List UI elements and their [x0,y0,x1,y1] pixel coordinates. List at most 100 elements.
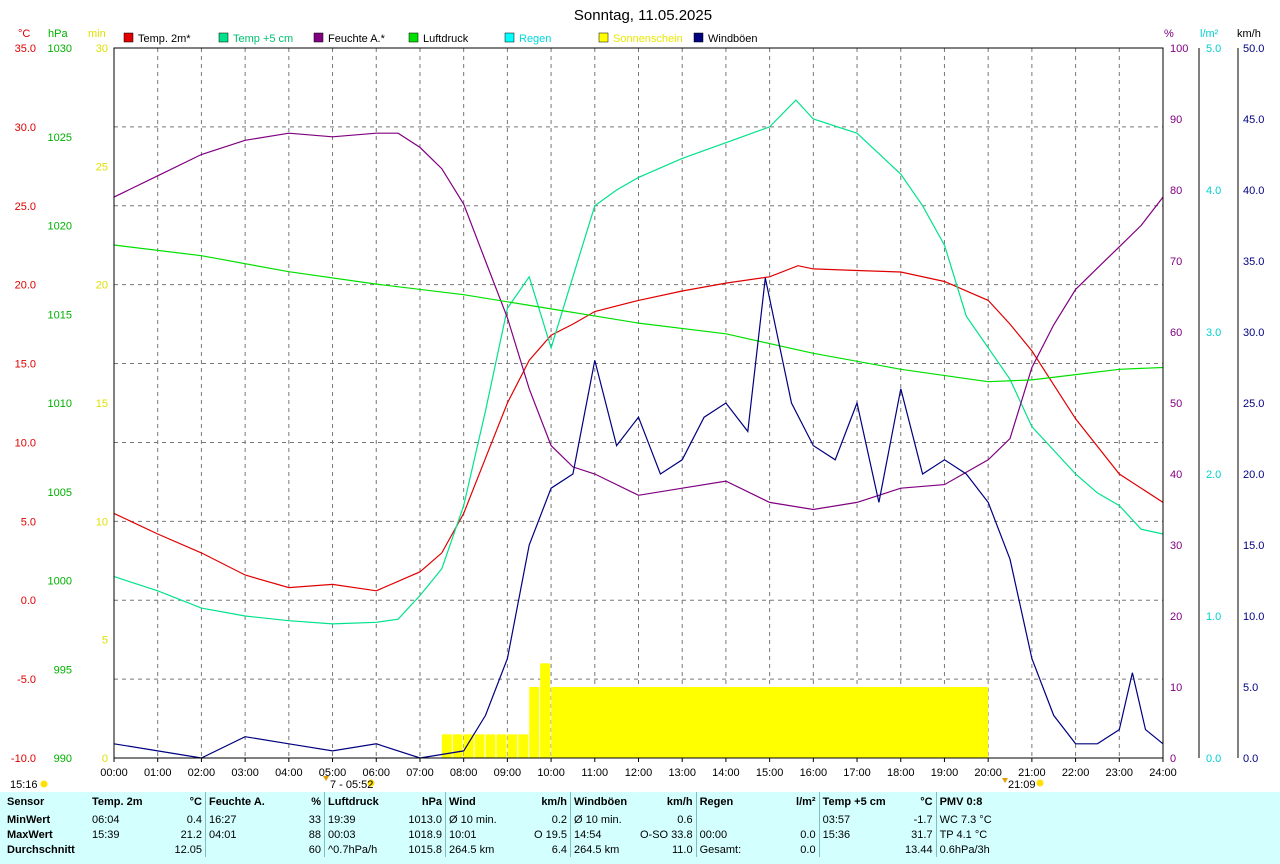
max-wind-value: O 19.5 [512,827,571,842]
temp-tick-label: 10.0 [15,437,36,449]
avg-rain-value: 0.0 [772,842,820,857]
time-tick-label: 14:00 [712,767,740,779]
time-tick-label: 15:00 [756,767,784,779]
humidity-tick-label: 10 [1170,682,1182,694]
time-tick-label: 12:00 [625,767,653,779]
header-temp5cm: Temp +5 cm [822,796,886,808]
min-pmv: WC 7.3 °C [939,813,992,826]
max-gusts-value: O-SO 33.8 [637,827,697,842]
humidity-tick-label: 70 [1170,256,1182,268]
header-wind-unit: km/h [512,792,571,812]
sunshine-bar [474,734,485,758]
time-tick-label: 18:00 [887,767,915,779]
max-temp5cm-time: 15:36 [822,828,851,841]
temp-tick-label: 25.0 [15,201,36,213]
temp-tick-label: 35.0 [15,43,36,55]
sunshine-bar [485,734,496,758]
max-pmv: TP 4.1 °C [939,828,988,841]
min-pressure-time: 19:39 [328,813,356,826]
sunshine-bar [452,734,463,758]
temp-tick-label: 5.0 [21,516,36,528]
legend-swatch [598,32,609,43]
sunshine-bar [977,687,988,758]
axis-labels: 35.0 30.0 25.0 20.0 15.0 10.0 5.0 0.0 -5.0 -10.0 1… [11,28,1265,779]
time-tick-label: 11:00 [581,767,608,779]
sunshine-bar [594,687,605,758]
sunshine-bar [562,687,572,758]
max-pressure-time: 00:03 [328,828,356,841]
time-tick-label: 03:00 [231,767,259,779]
max-rain-time: 00:00 [699,828,728,841]
avg-wind-value: 6.4 [512,842,571,857]
humidity-tick-label: 60 [1170,327,1182,339]
sun-tick-label: 25 [96,161,108,173]
legend: Temp. 2m* Temp +5 cm Feuchte A.* Luftdruck R… [123,32,758,45]
sunset-label: 21:09 [1008,779,1036,791]
corner-time-label: 15:16 [10,779,38,791]
time-tick-label: 16:00 [800,767,828,779]
row-label-min: MinWert [7,813,51,826]
sun-tick-label: 5 [102,635,108,647]
row-label-avg: Durchschnitt [7,843,75,856]
header-temp5cm-unit: °C [895,792,937,812]
humidity-tick-label: 50 [1170,398,1182,410]
header-sensor: Sensor [7,796,45,808]
sunshine-bar [518,734,529,758]
time-tick-label: 06:00 [362,767,390,779]
min-humidity-value: 33 [274,812,325,827]
rain-unit-label: l/m² [1200,28,1219,40]
corner-sun-icon [40,780,48,788]
series-line [113,265,1164,592]
pressure-tick-label: 1005 [48,487,72,499]
series-line [113,277,1164,759]
sunset-sun-icon [1036,779,1044,787]
temp-tick-label: 30.0 [15,122,36,134]
min-rain-value [772,812,820,827]
legend-swatch [123,32,134,43]
wind-tick-label: 5.0 [1243,682,1258,694]
sun-unit-label: min [88,28,106,40]
pressure-tick-label: 1020 [48,221,72,233]
temp-tick-label: 0.0 [21,595,36,607]
wind-tick-label: 0.0 [1243,753,1258,765]
avg-temp2m-value: 12.05 [153,842,206,857]
min-rain-time [696,812,773,827]
temp-tick-label: 15.0 [15,359,36,371]
max-rain-value: 0.0 [772,827,820,842]
time-tick-label: 20:00 [974,767,1002,779]
series-lines [113,99,1164,759]
legend-label: Luftdruck [423,33,469,45]
max-temp2m-time: 15:39 [92,828,120,841]
time-tick-label: 24:00 [1149,767,1177,779]
wind-tick-label: 35.0 [1243,256,1264,268]
sun-tick-label: 10 [96,516,108,528]
pressure-tick-label: 995 [54,664,72,676]
header-gusts: Windböen [574,796,628,808]
max-humidity-value: 88 [274,827,325,842]
avg-rain-label: Gesamt: [699,843,742,856]
sunrise-arrow-icon [323,776,329,781]
sunset-arrow-icon [1002,778,1008,783]
sunshine-bar [507,734,518,758]
sunshine-bar [551,687,562,758]
sunshine-bar [900,687,911,758]
time-tick-label: 01:00 [144,767,172,779]
avg-pmv: 0.6hPa/3h [939,843,990,856]
avg-humidity-time [206,842,275,857]
max-gusts-time: 14:54 [574,828,602,841]
humidity-tick-label: 20 [1170,611,1182,623]
sun-tick-label: 0 [102,753,108,765]
humidity-tick-label: 0 [1170,753,1176,765]
rain-tick-label: 0.0 [1206,753,1221,765]
header-temp2m: Temp. 2m [92,796,143,808]
header-pmv: PMV 0:8 [939,796,983,808]
summary-table: Sensor Temp. 2m °C Feuchte A. % Luftdruc… [0,792,1013,857]
humidity-tick-label: 40 [1170,469,1182,481]
weather-chart: 35.0 30.0 25.0 20.0 15.0 10.0 5.0 0.0 -5.0 -10.0 1… [10,7,1265,791]
header-temp2m-unit: °C [153,792,206,812]
legend-label: Feuchte A.* [328,33,386,45]
min-gusts-time: Ø 10 min. [574,813,622,826]
pressure-tick-label: 1015 [48,309,72,321]
max-humidity-time: 04:01 [209,828,237,841]
legend-swatch [218,32,229,43]
